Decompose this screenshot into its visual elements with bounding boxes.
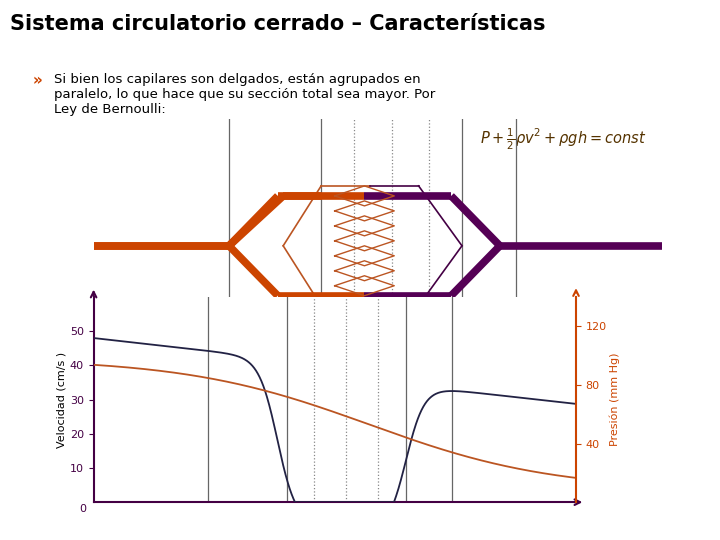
Text: Si bien los capilares son delgados, están agrupados en
paralelo, lo que hace que: Si bien los capilares son delgados, está… <box>54 73 436 116</box>
Text: »: » <box>32 73 42 88</box>
Text: $P + \frac{1}{2}\rho v^2 + \rho gh = const$: $P + \frac{1}{2}\rho v^2 + \rho gh = con… <box>480 126 647 152</box>
Y-axis label: Velocidad (cm/s ): Velocidad (cm/s ) <box>57 352 67 448</box>
Text: 0: 0 <box>80 504 86 515</box>
Text: Sistema circulatorio cerrado – Características: Sistema circulatorio cerrado – Caracterí… <box>10 14 546 33</box>
Y-axis label: Presión (mm Hg): Presión (mm Hg) <box>610 353 620 447</box>
